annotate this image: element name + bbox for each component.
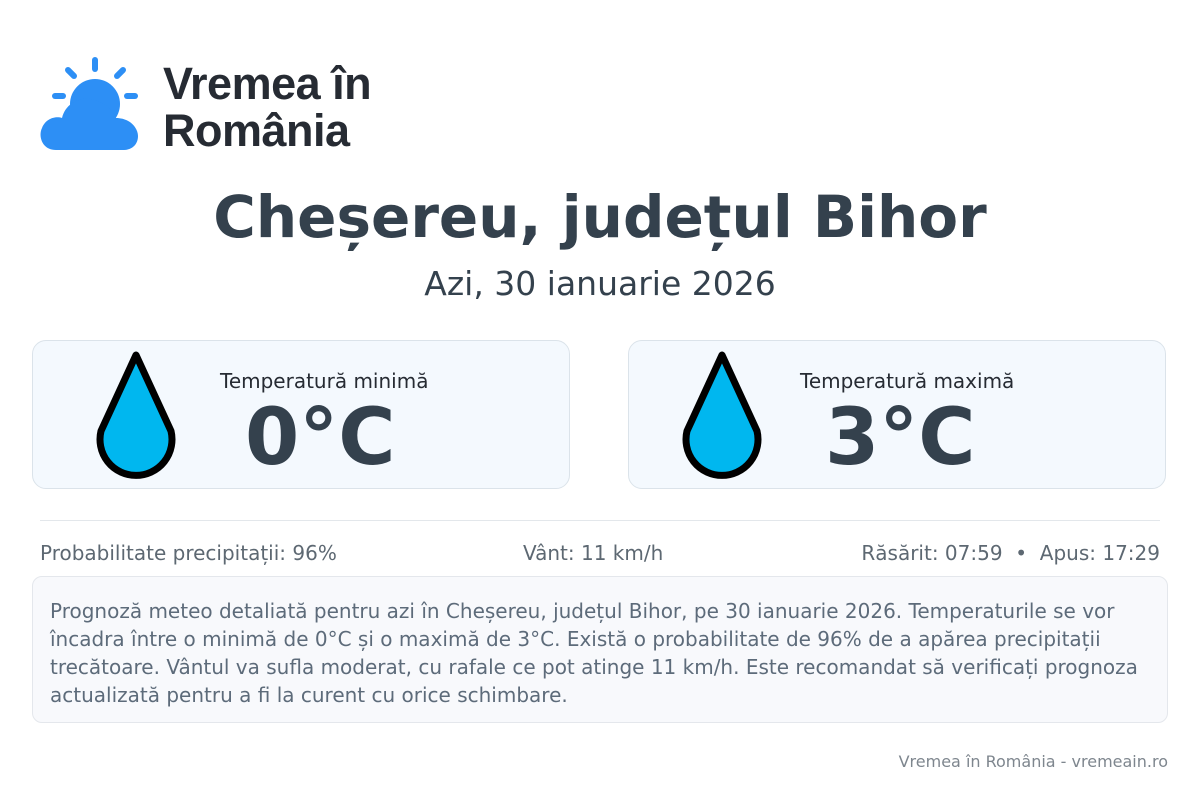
min-temp-label: Temperatură minimă <box>220 369 429 393</box>
water-drop-icon <box>682 351 762 479</box>
forecast-description: Prognoză meteo detaliată pentru azi în C… <box>32 576 1168 723</box>
max-temp-card: Temperatură maximă 3°C <box>628 340 1166 489</box>
max-temp-label: Temperatură maximă <box>800 369 1015 393</box>
brand-line2: România <box>163 105 350 156</box>
brand-line1: Vremea în <box>163 58 372 109</box>
min-temp-value: 0°C <box>245 393 396 483</box>
precipitation-stat: Probabilitate precipitații: 96% <box>40 541 337 565</box>
page-title: Cheșereu, județul Bihor <box>213 183 987 251</box>
min-temp-card: Temperatură minimă 0°C <box>32 340 570 489</box>
brand-name: Vremea în România <box>163 58 372 156</box>
sun-times-stat: Răsărit: 07:59 • Apus: 17:29 <box>861 541 1160 565</box>
footer-credit: Vremea în România - vremeain.ro <box>898 752 1168 771</box>
max-temp-value: 3°C <box>825 393 976 483</box>
divider <box>40 520 1160 521</box>
water-drop-icon <box>96 351 176 479</box>
sun-behind-cloud-icon <box>38 56 140 156</box>
wind-stat: Vânt: 11 km/h <box>523 541 664 565</box>
date-label: Azi, 30 ianuarie 2026 <box>424 264 776 303</box>
